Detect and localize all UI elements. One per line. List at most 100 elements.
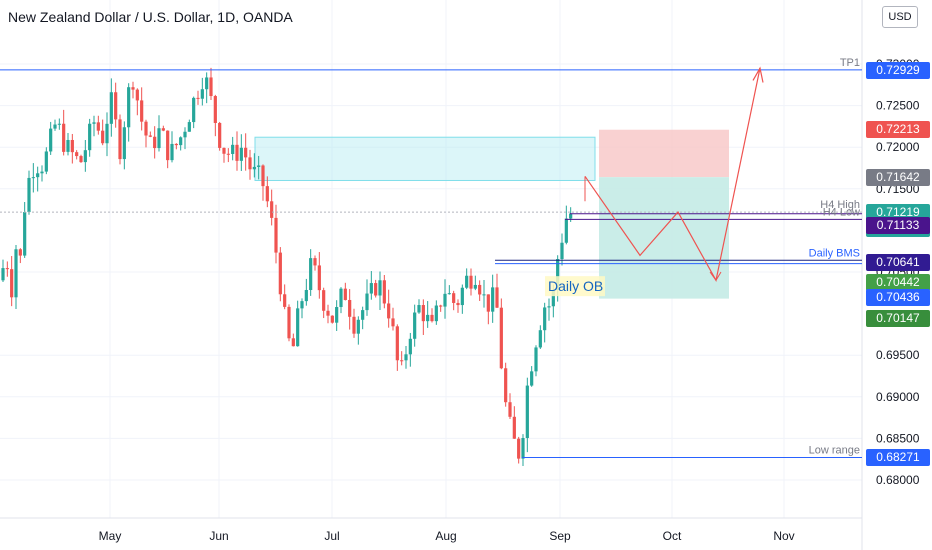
candle-body: [49, 128, 53, 152]
candle-body: [430, 314, 434, 322]
price-label: 0.70641: [866, 254, 930, 272]
candle-body: [400, 360, 404, 362]
candle-body: [170, 143, 174, 161]
candle-body: [512, 416, 516, 439]
candle-body: [530, 371, 534, 386]
candle-body: [118, 119, 122, 160]
candle-body: [508, 402, 512, 417]
candle-body: [491, 287, 495, 312]
candle-body: [417, 305, 421, 313]
candle-body: [291, 338, 295, 347]
candle-body: [183, 131, 187, 138]
candle-body: [62, 123, 66, 152]
candle-body: [504, 368, 508, 403]
candle-body: [374, 283, 378, 296]
candle-body: [404, 354, 408, 361]
level-line-label: H4 High: [820, 199, 860, 211]
candle-body: [456, 302, 460, 306]
level-line-label: TP1: [840, 57, 860, 69]
candle-body: [122, 127, 126, 160]
y-tick-label: 0.69000: [876, 390, 920, 404]
candle-body: [460, 287, 464, 306]
candle-body: [343, 288, 347, 300]
candle-body: [96, 122, 100, 131]
candle-body: [356, 319, 360, 334]
price-label: 0.71133: [866, 217, 930, 235]
y-tick-label: 0.68500: [876, 431, 920, 445]
candle-body: [92, 122, 96, 124]
candle-body: [547, 306, 551, 308]
x-tick-label: Jul: [324, 529, 339, 543]
candle-body: [304, 289, 308, 302]
candle-body: [499, 307, 503, 369]
candle-body: [1, 268, 5, 281]
candle-body: [23, 212, 27, 256]
currency-button[interactable]: USD: [882, 6, 918, 28]
candle-body: [478, 284, 482, 295]
candle-body: [131, 87, 135, 90]
candle-body: [569, 213, 573, 219]
candle-body: [127, 87, 131, 128]
candle-body: [75, 152, 79, 157]
level-line-label: Low range: [809, 444, 860, 456]
price-label: 0.70147: [866, 310, 930, 328]
candle-body: [482, 294, 486, 296]
candle-body: [174, 143, 178, 146]
candle-body: [361, 310, 365, 320]
price-label: 0.72929: [866, 61, 930, 79]
candle-body: [196, 97, 200, 99]
candle-body: [148, 135, 152, 137]
candle-body: [309, 258, 313, 290]
candle-body: [465, 275, 469, 288]
candle-body: [330, 315, 334, 323]
candle-body: [239, 147, 243, 161]
candle-body: [551, 289, 555, 307]
price-label: 0.71219: [866, 204, 930, 222]
candle-body: [421, 305, 425, 322]
x-tick-label: Oct: [663, 529, 682, 543]
candle-body: [101, 130, 105, 144]
candle-body: [265, 186, 269, 202]
candle-body: [322, 290, 326, 311]
candle-body: [278, 252, 282, 295]
candle-body: [105, 123, 109, 144]
candle-body: [378, 280, 382, 296]
projected-path: [584, 68, 761, 283]
candle-body: [10, 269, 14, 298]
candle-body: [179, 137, 183, 146]
candle-body: [434, 305, 438, 322]
supply-zone: [254, 136, 596, 181]
candle-body: [495, 287, 499, 308]
candle-body: [447, 293, 451, 295]
x-tick-label: Jun: [209, 529, 228, 543]
candle-body: [14, 249, 18, 298]
candle-body: [235, 144, 239, 161]
candle-body: [44, 151, 48, 172]
candle-body: [287, 306, 291, 339]
x-tick-label: Aug: [435, 529, 456, 543]
candle-body: [166, 130, 170, 161]
candle-body: [382, 280, 386, 304]
candle-body: [140, 100, 144, 122]
candle-body: [339, 288, 343, 308]
candle-body: [218, 122, 222, 148]
candle-body: [209, 77, 213, 97]
candle-body: [83, 150, 87, 163]
candle-body: [452, 293, 456, 303]
candle-body: [213, 96, 217, 123]
price-label: 0.68271: [866, 449, 930, 467]
chart-title: New Zealand Dollar / U.S. Dollar, 1D, OA…: [8, 9, 293, 25]
candle-body: [408, 338, 412, 355]
price-label: 0.70442: [866, 273, 930, 291]
candle-body: [313, 258, 317, 266]
candle-body: [135, 89, 139, 101]
candle-body: [31, 177, 35, 179]
candle-body: [365, 293, 369, 311]
candle-body: [36, 173, 40, 178]
candle-body: [300, 301, 304, 309]
candle-body: [391, 318, 395, 327]
candle-body: [560, 242, 564, 260]
candle-body: [5, 268, 9, 270]
x-tick-label: Sep: [549, 529, 571, 543]
